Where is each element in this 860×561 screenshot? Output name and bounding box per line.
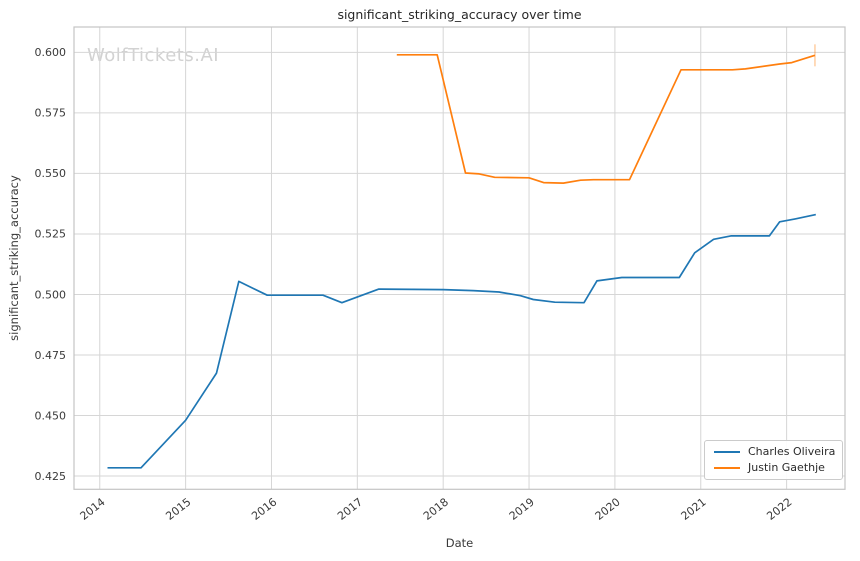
legend-line-swatch-blue bbox=[714, 451, 740, 454]
legend-label-charles-oliveira: Charles Oliveira bbox=[748, 445, 836, 459]
x-tick-label: 2021 bbox=[679, 495, 709, 522]
legend-item-justin-gaethje: Justin Gaethje bbox=[714, 461, 838, 475]
y-tick-label: 0.600 bbox=[35, 46, 67, 59]
y-tick-label: 0.500 bbox=[35, 288, 67, 301]
x-tick-label: 2014 bbox=[78, 495, 108, 522]
y-tick-label: 0.450 bbox=[35, 409, 67, 422]
y-tick-label: 0.550 bbox=[35, 167, 67, 180]
y-tick-label: 0.575 bbox=[35, 107, 67, 120]
series-line-charles-oliveira bbox=[107, 213, 816, 469]
legend-label-justin-gaethje: Justin Gaethje bbox=[748, 460, 825, 474]
x-tick-label: 2015 bbox=[163, 495, 193, 522]
legend-item-charles-oliveira: Charles Oliveira bbox=[714, 445, 838, 459]
y-tick-label: 0.525 bbox=[35, 228, 67, 241]
legend-line-swatch-orange bbox=[714, 466, 740, 469]
series-line-justin-gaethje bbox=[396, 53, 816, 184]
legend: Charles Oliveira Justin Gaethje bbox=[704, 440, 843, 480]
x-tick-label: 2022 bbox=[764, 495, 794, 522]
y-axis-label: significant_striking_accuracy bbox=[7, 175, 21, 341]
x-axis-label: Date bbox=[445, 536, 474, 550]
y-tick-label: 0.475 bbox=[35, 349, 67, 362]
x-tick-label: 2017 bbox=[335, 495, 365, 522]
x-tick-label: 2020 bbox=[593, 495, 623, 522]
x-tick-label: 2016 bbox=[249, 495, 279, 522]
x-tick-label: 2019 bbox=[507, 495, 537, 522]
y-tick-label: 0.425 bbox=[35, 470, 67, 483]
chart-title: significant_striking_accuracy over time bbox=[337, 7, 582, 22]
plot-border bbox=[73, 26, 846, 490]
x-tick-label: 2018 bbox=[421, 495, 451, 522]
